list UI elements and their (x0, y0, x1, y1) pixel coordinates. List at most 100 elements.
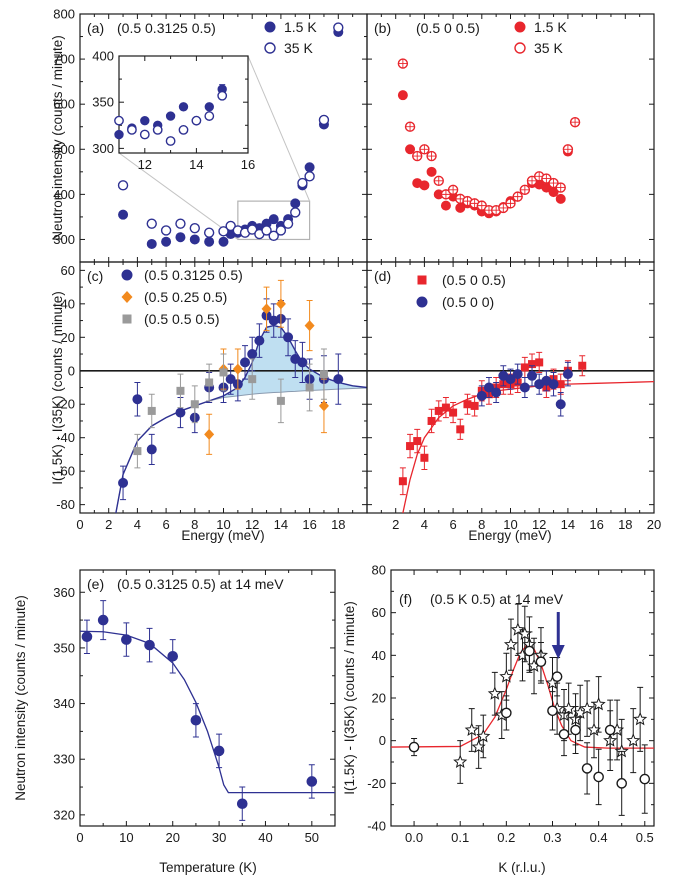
x-tick-label: 0.5 (636, 830, 654, 845)
inset-data-point (191, 115, 202, 126)
data-point (213, 745, 225, 757)
data-point (268, 230, 279, 242)
data-point (205, 378, 214, 387)
data-point (501, 707, 512, 719)
data-point (487, 686, 502, 700)
data-point (483, 382, 494, 393)
y-tick-label: -60 (56, 464, 75, 479)
x-tick-label: 6 (449, 517, 456, 532)
x-tick-label: 16 (241, 157, 255, 172)
data-point (427, 416, 436, 425)
x-axis-label-c: Energy (meV) (181, 528, 264, 543)
data-point (81, 631, 93, 643)
error-bar (448, 185, 458, 195)
legend-marker (121, 291, 133, 303)
data-point (570, 724, 581, 736)
legend-marker (122, 314, 132, 324)
legend-label: (0.5 0 0.5) (442, 272, 506, 288)
y-tick-label: 40 (61, 296, 75, 311)
x-tick-label: 18 (618, 517, 632, 532)
data-point (304, 320, 315, 332)
x-tick-label: 4 (134, 517, 141, 532)
data-point (167, 650, 179, 662)
y-tick-label: -80 (56, 497, 75, 512)
x-tick-label: 0 (76, 830, 83, 845)
data-point (275, 298, 286, 310)
data-point (463, 400, 472, 409)
error-bar (556, 183, 566, 193)
error-bar (527, 176, 537, 186)
inset-data-point (204, 102, 215, 112)
data-point (132, 394, 143, 405)
data-point (626, 733, 641, 747)
data-point (580, 701, 595, 715)
legend-marker (416, 296, 428, 308)
data-point (633, 711, 648, 726)
data-point (527, 370, 538, 381)
legend-label-35K: 35 K (534, 40, 563, 56)
data-point (639, 773, 651, 785)
plot-frame (366, 13, 655, 263)
fit-curve (79, 630, 335, 794)
legend-marker-35K (264, 42, 276, 54)
error-bar (506, 198, 515, 208)
x-tick-label: 16 (302, 517, 316, 532)
inset-data-point (165, 111, 176, 121)
panel-label-d: (d) (374, 268, 391, 284)
inset-data-point (204, 111, 215, 121)
x-tick-label: 16 (589, 517, 603, 532)
x-tick-label: 6 (162, 517, 169, 532)
error-bar (405, 122, 415, 132)
error-bar (412, 151, 422, 161)
inset-data-point (217, 90, 228, 101)
y-axis-label-f: I(1.5K) - I(35K) (counts / minute) (342, 601, 357, 795)
inset-data-point (126, 125, 137, 135)
data-point (190, 714, 202, 726)
y-tick-label: 300 (53, 232, 75, 247)
legend-marker-1.5K (514, 21, 526, 33)
y-tick-label: 800 (53, 7, 75, 22)
x-tick-label: 50 (305, 830, 319, 845)
x-tick-label: 12 (138, 157, 152, 172)
data-point (318, 114, 330, 126)
arrow-head-icon (551, 645, 565, 659)
zoom-connector (247, 55, 311, 202)
data-point (528, 360, 537, 369)
data-point (593, 771, 604, 783)
data-point (160, 225, 172, 236)
y-tick-label: -40 (56, 430, 75, 445)
x-tick-label: 8 (478, 517, 485, 532)
x-tick-label: 0 (76, 517, 83, 532)
data-point (147, 406, 156, 415)
inset-data-point (114, 129, 124, 140)
panel-a-annotation: (0.5 0.3125 0.5) (117, 20, 216, 36)
y-tick-label: 700 (53, 52, 75, 67)
data-point (146, 218, 157, 229)
data-point (246, 224, 258, 235)
data-point (247, 349, 258, 360)
data-point (175, 218, 186, 229)
legend-label-1.5K: 1.5 K (534, 19, 567, 35)
data-point (121, 634, 132, 645)
x-tick-label: 10 (503, 517, 517, 532)
y-tick-label: 0 (68, 363, 75, 378)
y-tick-label: 60 (61, 263, 75, 278)
data-point (161, 236, 172, 247)
data-point (578, 361, 587, 370)
x-axis-label-f: K (r.l.u.) (498, 860, 545, 875)
data-point (232, 363, 243, 375)
data-point (441, 403, 450, 412)
y-tick-label: 40 (372, 648, 386, 663)
x-tick-label: 8 (191, 517, 198, 532)
x-tick-label: 30 (212, 830, 226, 845)
fit-curve (115, 324, 368, 514)
x-tick-label: 40 (258, 830, 272, 845)
y-tick-label: 600 (53, 97, 75, 112)
y-tick-label: -20 (367, 776, 386, 791)
x-tick-label: 0.4 (590, 830, 608, 845)
data-point (175, 407, 186, 418)
data-point (604, 724, 616, 736)
data-point (464, 722, 479, 736)
data-point (97, 614, 109, 626)
x-tick-label: 14 (274, 517, 288, 532)
